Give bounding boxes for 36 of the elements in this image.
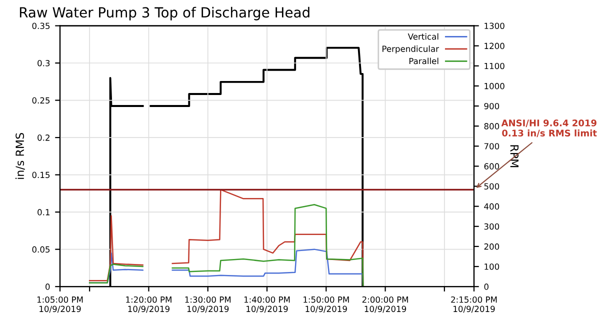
x-tick-label: 1:50:00 PM 10/9/2019 bbox=[304, 296, 349, 313]
x-tick-label: 1:20:00 PM 10/9/2019 bbox=[126, 296, 172, 313]
y-axis-title: in/s RMS bbox=[15, 133, 25, 179]
y2-tick-label: 1000 bbox=[484, 82, 504, 90]
y-tick-label: 0.15 bbox=[32, 172, 50, 178]
y-tick-label: 0.25 bbox=[32, 97, 50, 104]
y2-tick-label: 100 bbox=[484, 264, 500, 270]
y2-tick-label: 200 bbox=[484, 243, 500, 250]
y2-tick-label: 700 bbox=[484, 143, 500, 150]
y2-tick-label: 1100 bbox=[484, 62, 504, 70]
legend-label: Vertical bbox=[408, 33, 438, 40]
y2-tick-label: 400 bbox=[484, 203, 500, 210]
y2-tick-label: 600 bbox=[484, 163, 500, 170]
legend-label: Perpendicular bbox=[382, 45, 439, 54]
legend-label: Parallel bbox=[409, 58, 438, 64]
chart-title: Raw Water Pump 3 Top of Discharge Head bbox=[20, 6, 310, 20]
x-tick-label: 2:15:00 PM 10/9/2019 bbox=[451, 296, 497, 313]
x-tick-label: 1:30:00 PM 10/9/2019 bbox=[185, 296, 231, 313]
y-tick-label: 0.2 bbox=[38, 134, 50, 141]
y2-tick-label: 1200 bbox=[484, 42, 504, 50]
x-tick-label: 1:40:00 PM 10/9/2019 bbox=[244, 296, 290, 313]
y2-tick-label: 500 bbox=[484, 183, 500, 190]
y-tick-label: 0.3 bbox=[38, 60, 50, 66]
x-tick-label: 2:00:00 PM 10/9/2019 bbox=[362, 296, 408, 313]
x-tick-label: 1:05:00 PM 10/9/2019 bbox=[37, 296, 83, 313]
y2-tick-label: 1300 bbox=[484, 22, 504, 30]
y2-tick-label: 900 bbox=[484, 102, 500, 110]
y-tick-label: 0.35 bbox=[32, 22, 50, 30]
ref-line-label: ANSI/HI 9.6.4 2019 0.13 in/s RMS limit bbox=[501, 120, 597, 138]
y-tick-label: 0 bbox=[46, 284, 50, 290]
y2-axis-title: RPM bbox=[510, 145, 518, 168]
y2-tick-label: 0 bbox=[484, 284, 488, 290]
y-tick-label: 0.1 bbox=[38, 209, 50, 216]
y-tick-label: 0.05 bbox=[32, 246, 50, 253]
y2-tick-label: 800 bbox=[484, 123, 500, 130]
y2-tick-label: 300 bbox=[484, 223, 500, 230]
